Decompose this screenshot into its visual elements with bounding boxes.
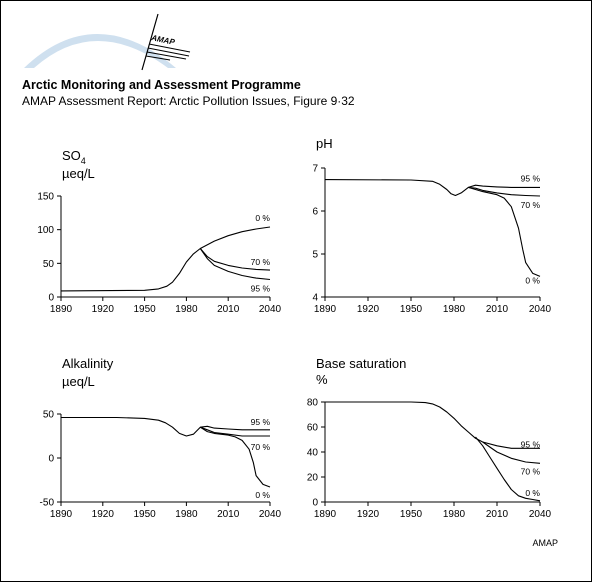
series-line bbox=[468, 186, 541, 197]
footer-credit: AMAP bbox=[532, 538, 558, 548]
chart-title: Alkalinity bbox=[62, 356, 114, 371]
y-tick-label: 60 bbox=[307, 423, 319, 434]
chart-title: Base saturation bbox=[316, 356, 406, 371]
x-tick-label: 2040 bbox=[259, 304, 282, 315]
x-tick-label: 2040 bbox=[529, 304, 552, 315]
series-label: 70 % bbox=[251, 442, 271, 452]
y-tick-label: 100 bbox=[37, 225, 54, 236]
y-tick-label: 40 bbox=[307, 448, 319, 459]
header-subtitle: AMAP Assessment Report: Arctic Pollution… bbox=[22, 94, 355, 108]
x-tick-label: 2040 bbox=[529, 509, 552, 520]
series-label: 70 % bbox=[521, 200, 541, 210]
y-axis-label: µeq/L bbox=[62, 166, 95, 181]
header-title: Arctic Monitoring and Assessment Program… bbox=[22, 78, 301, 92]
y-tick-label: 0 bbox=[48, 454, 54, 465]
x-tick-label: 1890 bbox=[314, 304, 337, 315]
y-tick-label: 5 bbox=[312, 250, 318, 261]
y-axis-label: % bbox=[316, 372, 328, 387]
x-tick-label: 1920 bbox=[357, 304, 380, 315]
y-tick-label: 0 bbox=[48, 293, 54, 304]
amap-logo: AMAP bbox=[24, 13, 191, 71]
y-tick-label: -50 bbox=[40, 498, 55, 509]
x-tick-label: 1890 bbox=[50, 304, 73, 315]
series-line bbox=[468, 186, 541, 277]
series-label: 95 % bbox=[251, 417, 271, 427]
chart-title-subscript: 4 bbox=[81, 156, 86, 166]
x-tick-label: 1950 bbox=[133, 304, 156, 315]
chart-title: SO4 bbox=[62, 148, 86, 166]
y-tick-label: 150 bbox=[37, 192, 54, 203]
series-label: 0 % bbox=[255, 213, 270, 223]
y-tick-label: 80 bbox=[307, 398, 319, 409]
x-tick-label: 1890 bbox=[314, 509, 337, 520]
series-label: 0 % bbox=[525, 275, 540, 285]
x-tick-label: 1920 bbox=[92, 304, 115, 315]
series-line bbox=[60, 226, 271, 292]
x-tick-label: 1980 bbox=[175, 509, 198, 520]
y-tick-label: 4 bbox=[312, 293, 318, 304]
series-label: 95 % bbox=[521, 439, 541, 449]
y-axis-label: µeq/L bbox=[62, 374, 95, 389]
x-tick-label: 1920 bbox=[357, 509, 380, 520]
x-tick-label: 2010 bbox=[486, 509, 509, 520]
x-tick-label: 1890 bbox=[50, 509, 73, 520]
series-label: 0 % bbox=[525, 488, 540, 498]
x-tick-label: 2010 bbox=[217, 304, 240, 315]
x-tick-label: 1980 bbox=[175, 304, 198, 315]
x-tick-label: 2010 bbox=[217, 509, 240, 520]
x-tick-label: 1980 bbox=[443, 304, 466, 315]
y-tick-label: 50 bbox=[43, 259, 55, 270]
series-label: 95 % bbox=[251, 283, 271, 293]
logo-arc bbox=[24, 34, 176, 68]
x-tick-label: 1920 bbox=[92, 509, 115, 520]
x-tick-label: 2010 bbox=[486, 304, 509, 315]
y-tick-label: 7 bbox=[312, 164, 318, 175]
series-line bbox=[200, 426, 271, 488]
x-tick-label: 2040 bbox=[259, 509, 282, 520]
series-line bbox=[199, 248, 271, 271]
x-tick-label: 1950 bbox=[133, 509, 156, 520]
x-tick-label: 1950 bbox=[400, 304, 423, 315]
series-label: 70 % bbox=[251, 257, 271, 267]
x-tick-label: 1950 bbox=[400, 509, 423, 520]
series-label: 95 % bbox=[521, 173, 541, 183]
series-line bbox=[482, 441, 541, 464]
series-line bbox=[324, 179, 540, 197]
logo-stick bbox=[141, 13, 159, 71]
series-label: 70 % bbox=[521, 466, 541, 476]
series-line bbox=[325, 401, 540, 449]
y-tick-label: 6 bbox=[312, 207, 318, 218]
series-label: 0 % bbox=[255, 490, 270, 500]
y-tick-label: 50 bbox=[43, 410, 55, 421]
x-tick-label: 1980 bbox=[443, 509, 466, 520]
y-tick-label: 0 bbox=[312, 498, 318, 509]
series-line bbox=[199, 248, 271, 281]
series-line bbox=[200, 426, 270, 437]
logo-fine-print bbox=[145, 43, 191, 61]
series-line bbox=[475, 436, 541, 502]
series-line bbox=[61, 416, 270, 437]
y-tick-label: 20 bbox=[307, 473, 319, 484]
chart-title: pH bbox=[316, 136, 333, 151]
